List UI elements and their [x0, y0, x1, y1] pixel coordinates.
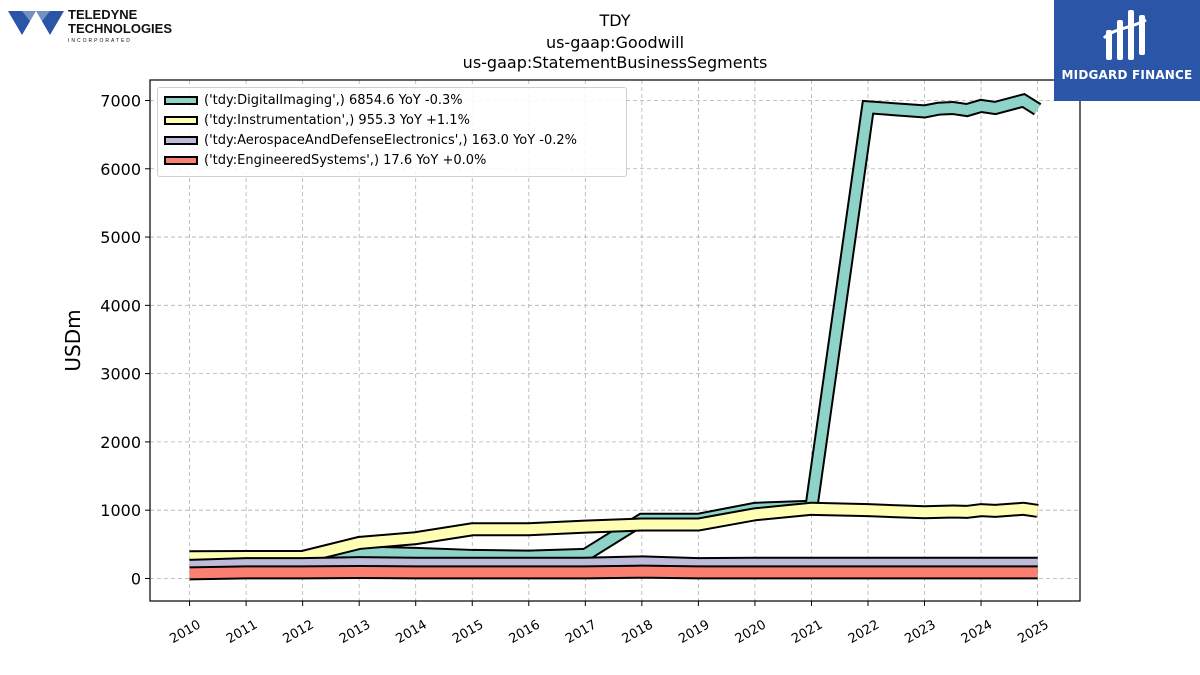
x-tick-label: 2022: [846, 617, 882, 647]
midgard-brand-box: MIDGARD FINANCE: [1054, 0, 1200, 101]
x-tick-label: 2021: [789, 617, 825, 647]
teledyne-line3: INCORPORATED: [68, 38, 132, 44]
x-tick-label: 2015: [450, 617, 486, 647]
x-tick-label: 2010: [167, 617, 203, 647]
y-tick-label: 4000: [100, 296, 141, 315]
series-engineered-line: [189, 566, 1038, 579]
legend-swatch: [164, 135, 198, 145]
legend-label: ('tdy:AerospaceAndDefenseElectronics',) …: [204, 132, 577, 148]
series-instrumentation-line: [189, 503, 1039, 563]
legend-swatch: [164, 155, 198, 165]
teledyne-line2: TECHNOLOGIES: [68, 21, 172, 36]
x-tick-label: 2025: [1015, 617, 1051, 647]
x-tick-label: 2024: [959, 617, 995, 647]
x-tick-label: 2016: [507, 617, 543, 647]
y-tick-label: 0: [131, 569, 141, 588]
x-tick-label: 2012: [280, 617, 316, 647]
x-tick-label: 2018: [620, 617, 656, 647]
teledyne-line1: TELEDYNE: [68, 7, 138, 22]
chart-title-line-3: us-gaap:StatementBusinessSegments: [462, 53, 768, 72]
plot-frame: [149, 79, 1081, 602]
legend-item: ('tdy:EngineeredSystems',) 17.6 YoY +0.0…: [164, 151, 486, 169]
legend-label: ('tdy:DigitalImaging',) 6854.6 YoY -0.3%: [204, 92, 463, 108]
chart-title-line-1: TDY: [599, 11, 631, 30]
y-tick-label: 6000: [100, 160, 141, 179]
teledyne-mark-icon: [8, 11, 64, 35]
x-tick-label: 2023: [902, 617, 938, 647]
legend-item: ('tdy:Instrumentation',) 955.3 YoY +1.1%: [164, 111, 470, 129]
midgard-logo-icon: [1102, 10, 1147, 60]
x-tick-label: 2011: [224, 617, 260, 647]
y-tick-label: 1000: [100, 501, 141, 520]
x-tick-label: 2013: [337, 617, 373, 647]
legend-label: ('tdy:Instrumentation',) 955.3 YoY +1.1%: [204, 112, 470, 128]
chart-legend: ('tdy:DigitalImaging',) 6854.6 YoY -0.3%…: [157, 87, 627, 177]
y-tick-label: 3000: [100, 365, 141, 384]
y-tick-label: 2000: [100, 433, 141, 452]
legend-item: ('tdy:DigitalImaging',) 6854.6 YoY -0.3%: [164, 91, 463, 109]
legend-swatch: [164, 95, 198, 105]
chart-title-line-2: us-gaap:Goodwill: [545, 33, 685, 52]
x-tick-label: 2014: [394, 617, 430, 647]
legend-label: ('tdy:EngineeredSystems',) 17.6 YoY +0.0…: [204, 152, 487, 168]
midgard-brand-text: MIDGARD FINANCE: [1061, 68, 1193, 82]
legend-swatch: [164, 115, 198, 125]
x-tick-label: 2020: [733, 617, 769, 647]
y-tick-label: 5000: [100, 228, 141, 247]
y-tick-label: 7000: [100, 91, 141, 110]
legend-item: ('tdy:AerospaceAndDefenseElectronics',) …: [164, 131, 577, 149]
series-aerospace-line: [189, 557, 1038, 571]
x-tick-label: 2017: [563, 617, 599, 647]
teledyne-logo: TELEDYNE TECHNOLOGIES INCORPORATED: [6, 5, 176, 45]
y-axis-label: USDm: [61, 309, 85, 371]
x-tick-label: 2019: [676, 617, 712, 647]
